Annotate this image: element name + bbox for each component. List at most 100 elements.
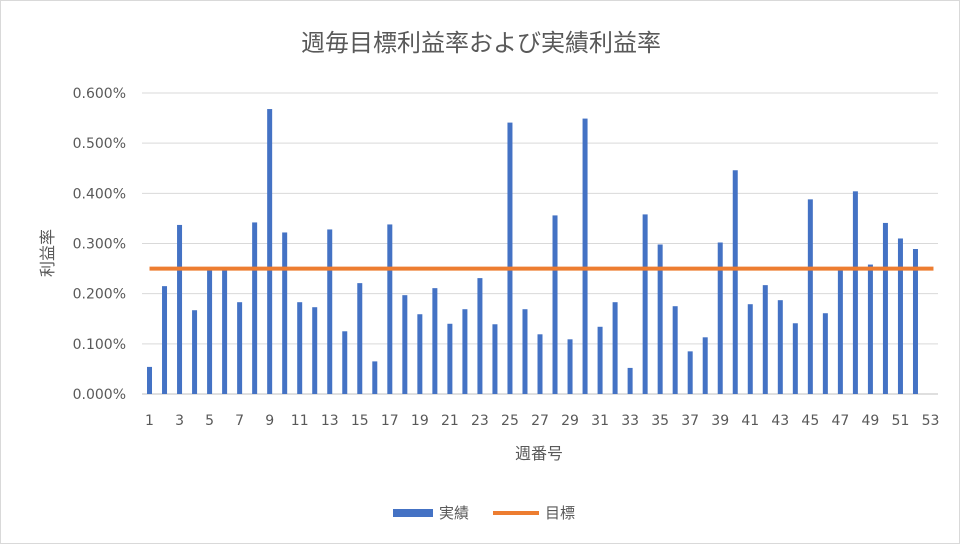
- bar: [252, 222, 258, 394]
- bar: [627, 367, 633, 394]
- bar: [852, 191, 858, 394]
- x-tick-label: 11: [291, 413, 309, 429]
- x-tick-label: 45: [801, 413, 819, 429]
- x-tick-label: 25: [501, 413, 519, 429]
- y-axis-label: 利益率: [38, 229, 57, 277]
- bar: [342, 331, 348, 394]
- bar: [327, 229, 333, 394]
- grid-layer: [142, 92, 938, 395]
- bar: [357, 283, 363, 394]
- x-tick-label: 21: [441, 413, 459, 429]
- bar: [387, 224, 393, 394]
- bar: [402, 295, 408, 394]
- bar: [567, 339, 573, 394]
- bar: [867, 264, 873, 394]
- bar: [642, 214, 648, 394]
- legend-swatch-target: [493, 511, 539, 515]
- y-axis-ticks: 0.000% 0.100% 0.200% 0.300% 0.400% 0.500% 0.60…: [73, 86, 126, 403]
- bar: [582, 118, 588, 395]
- x-tick-label: 23: [471, 413, 489, 429]
- x-axis-ticks: 1 3 5 7 9 11 13 15 17 19 21 23 25 27 29 31 33 35 37 39 41 43 4…: [145, 413, 939, 429]
- x-tick-label: 19: [411, 413, 429, 429]
- bar: [702, 337, 708, 394]
- bar: [492, 324, 498, 394]
- bar: [507, 122, 513, 395]
- bar: [162, 286, 168, 394]
- x-tick-label: 5: [205, 413, 214, 429]
- bar: [597, 326, 603, 394]
- bar: [297, 302, 303, 394]
- bar: [417, 314, 423, 394]
- y-tick-label: 0.500%: [73, 136, 126, 152]
- y-tick-label: 0.400%: [73, 186, 126, 202]
- x-tick-label: 39: [711, 413, 729, 429]
- bar: [267, 109, 273, 394]
- x-tick-label: 41: [741, 413, 759, 429]
- bar: [372, 361, 378, 394]
- x-tick-label: 1: [145, 413, 154, 429]
- x-tick-label: 7: [235, 413, 244, 429]
- bar: [147, 366, 153, 394]
- y-tick-label: 0.200%: [73, 287, 126, 303]
- x-tick-label: 35: [651, 413, 669, 429]
- x-tick-label: 27: [531, 413, 549, 429]
- x-tick-label: 9: [265, 413, 274, 429]
- x-tick-label: 47: [831, 413, 849, 429]
- bar: [192, 310, 198, 394]
- x-tick-label: 31: [591, 413, 609, 429]
- bar: [837, 268, 843, 394]
- bar: [447, 323, 453, 394]
- bar: [792, 323, 798, 394]
- bar: [612, 302, 618, 394]
- y-tick-label: 0.100%: [73, 337, 126, 353]
- legend-label-target: 目標: [545, 504, 575, 522]
- x-tick-label: 43: [771, 413, 789, 429]
- bar: [207, 268, 213, 394]
- bar: [672, 306, 678, 394]
- bar: [432, 288, 438, 394]
- legend-swatch-actual: [393, 509, 433, 517]
- bar-layer: [147, 109, 918, 395]
- bar: [462, 309, 468, 394]
- x-tick-label: 15: [351, 413, 369, 429]
- bar: [732, 170, 738, 394]
- y-tick-label: 0.300%: [73, 237, 126, 253]
- x-tick-label: 37: [681, 413, 699, 429]
- bar: [777, 300, 783, 394]
- bar: [882, 222, 888, 394]
- x-tick-label: 53: [922, 413, 940, 429]
- bar: [687, 351, 693, 394]
- legend: 実績 目標: [393, 504, 575, 522]
- bar: [222, 268, 228, 394]
- chart-title: 週毎目標利益率および実績利益率: [301, 29, 661, 57]
- bar: [282, 232, 288, 394]
- bar: [312, 307, 318, 394]
- bar: [717, 242, 723, 394]
- bar: [807, 199, 813, 394]
- bar: [477, 278, 483, 394]
- bar: [657, 244, 663, 394]
- bar: [762, 285, 768, 394]
- bar: [747, 304, 753, 394]
- bar: [522, 309, 528, 394]
- x-tick-label: 49: [862, 413, 880, 429]
- x-tick-label: 3: [175, 413, 184, 429]
- x-tick-label: 51: [892, 413, 910, 429]
- x-tick-label: 17: [381, 413, 399, 429]
- bar: [897, 238, 903, 394]
- bar: [237, 302, 243, 394]
- x-tick-label: 13: [321, 413, 339, 429]
- bar: [822, 313, 828, 394]
- bar: [552, 215, 558, 394]
- y-tick-label: 0.000%: [73, 387, 126, 403]
- x-axis-label: 週番号: [515, 444, 563, 463]
- legend-label-actual: 実績: [439, 504, 469, 522]
- x-tick-label: 29: [561, 413, 579, 429]
- x-tick-label: 33: [621, 413, 639, 429]
- bar: [177, 224, 183, 394]
- bar: [912, 249, 918, 394]
- y-tick-label: 0.600%: [73, 86, 126, 102]
- bar: [537, 334, 543, 394]
